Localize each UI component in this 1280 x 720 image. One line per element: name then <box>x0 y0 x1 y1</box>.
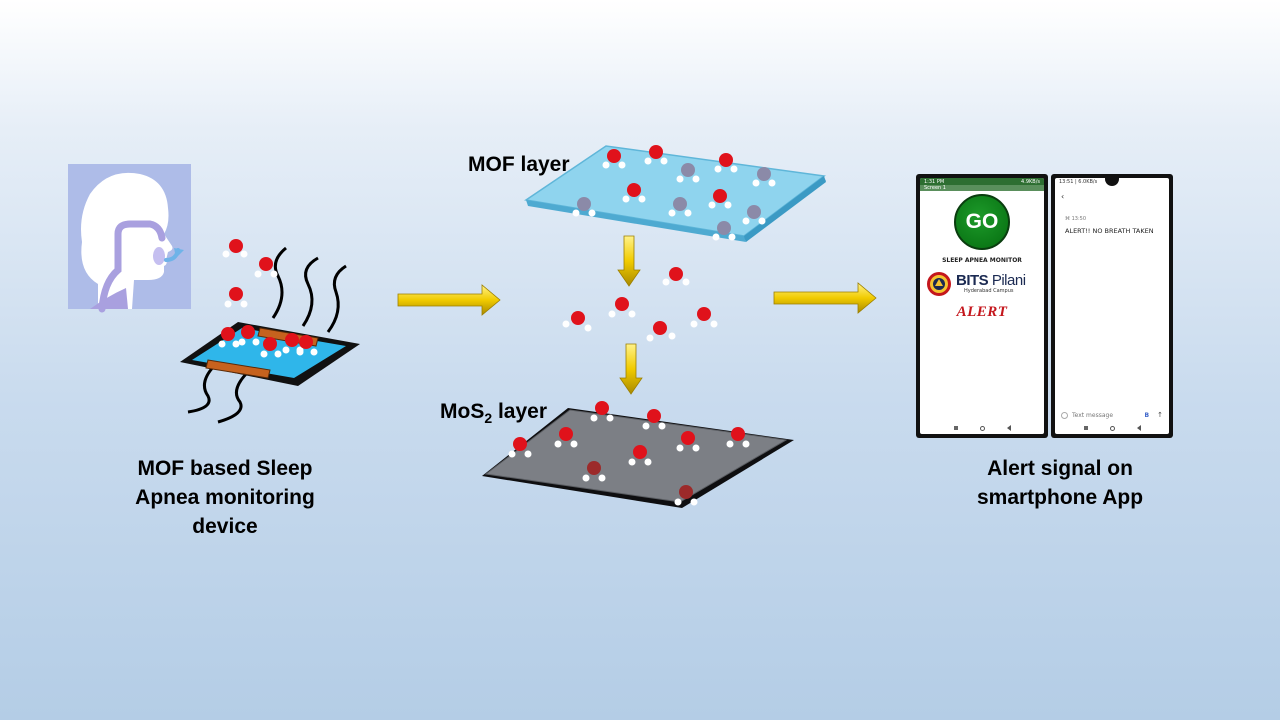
free-water-molecules <box>562 267 718 342</box>
message-time: ⌘ 13:50 <box>1065 216 1086 222</box>
phone-message-screen: 13:51 | 6.0KB/s ‹ ⌘ 13:50 ALERT!! NO BRE… <box>1051 174 1173 438</box>
mof-layer-label: MOF layer <box>468 153 570 176</box>
nav-bar <box>1055 424 1169 432</box>
water-molecule-icon <box>674 485 698 506</box>
water-molecule-icon <box>554 427 578 448</box>
device-caption: MOF based Sleep Apnea monitoring device <box>100 454 350 541</box>
phone-caption-line-1: Alert signal on <box>987 457 1133 480</box>
water-molecule-icon <box>296 335 318 356</box>
device-caption-line-3: device <box>192 515 258 538</box>
mos2-label-subscript: 2 <box>484 410 493 427</box>
water-molecule-icon <box>644 145 668 165</box>
down-arrow-icon <box>617 235 641 287</box>
water-molecule-icon <box>582 461 606 482</box>
recent-apps-icon[interactable] <box>953 426 958 430</box>
status-bar: 1:31 PM 4.9KB/s <box>920 178 1044 185</box>
back-icon[interactable] <box>1006 425 1011 431</box>
app-title-bar: Screen 1 <box>920 185 1044 191</box>
sensor-device <box>180 239 360 424</box>
water-molecule-icon <box>708 189 732 209</box>
device-caption-line-1: MOF based Sleep <box>137 457 313 480</box>
bits-name-light: Pilani <box>988 272 1026 289</box>
right-arrow-icon <box>773 282 877 314</box>
camera-notch <box>1105 178 1119 186</box>
water-molecule-icon <box>676 163 700 183</box>
phone-go-screen: 1:31 PM 4.9KB/s Screen 1 GO SLEEP APNEA … <box>916 174 1048 438</box>
water-molecule-icon <box>602 149 626 169</box>
water-molecule-icon <box>726 427 750 448</box>
water-molecule-icon <box>508 437 532 458</box>
nav-bar <box>920 424 1044 432</box>
water-molecule-icon <box>690 307 718 328</box>
send-button[interactable]: B <box>1144 411 1150 419</box>
water-molecule-icon <box>676 431 700 452</box>
water-molecule-icon <box>628 445 652 466</box>
water-molecule-icon <box>668 197 692 217</box>
status-bar: 13:51 | 6.0KB/s <box>1055 178 1169 185</box>
recent-apps-icon[interactable] <box>1083 426 1088 430</box>
message-input-bar: Text message B ↑ <box>1061 410 1163 420</box>
sleep-apnea-monitor-title: SLEEP APNEA MONITOR <box>942 257 1022 264</box>
water-molecule-icon <box>238 325 260 346</box>
water-molecule-icon <box>642 409 666 430</box>
water-molecule-icon <box>714 153 738 173</box>
water-molecule-icon <box>608 297 636 318</box>
mos2-layer <box>482 401 794 508</box>
mof-layer <box>524 145 826 242</box>
mos2-label-main: MoS <box>440 400 485 423</box>
mos2-label-suffix: layer <box>492 400 548 423</box>
water-molecule-icon <box>218 327 240 348</box>
water-molecule-icon <box>222 239 248 258</box>
water-molecule-icon <box>742 205 766 225</box>
water-molecule-icon <box>590 401 614 422</box>
water-molecule-icon <box>752 167 776 187</box>
go-button[interactable]: GO <box>954 194 1010 250</box>
phone-go-display: 1:31 PM 4.9KB/s Screen 1 GO SLEEP APNEA … <box>920 178 1044 434</box>
home-icon[interactable] <box>979 425 985 431</box>
breathing-profile-icon <box>68 164 191 313</box>
status-time: 1:31 PM <box>924 178 945 185</box>
device-caption-line-2: Apnea monitoring <box>135 486 315 509</box>
water-molecule-icon <box>260 337 282 358</box>
water-molecule-icon <box>622 183 646 203</box>
home-icon[interactable] <box>1109 425 1115 431</box>
status-time: 13:51 | 6.0KB/s <box>1059 178 1098 185</box>
alert-message: ALERT!! NO BREATH TAKEN <box>1065 227 1154 235</box>
up-arrow-icon[interactable]: ↑ <box>1157 411 1163 419</box>
water-molecule-icon <box>224 287 248 308</box>
water-molecule-icon <box>572 197 596 217</box>
water-molecule-icon <box>254 257 278 278</box>
bits-name-bold: BITS <box>956 272 989 289</box>
alert-text: ALERT <box>956 304 1008 320</box>
water-molecule-icon <box>712 221 736 241</box>
back-icon[interactable] <box>1136 425 1141 431</box>
mos2-layer-label: MoS2 layer <box>440 400 547 426</box>
message-input[interactable]: Text message <box>1072 411 1114 419</box>
water-molecule-icon <box>662 267 690 286</box>
phone-message-display: 13:51 | 6.0KB/s ‹ ⌘ 13:50 ALERT!! NO BRE… <box>1055 178 1169 434</box>
bits-pilani-name: BITS Pilani <box>956 272 1026 289</box>
water-molecule-icon <box>646 321 676 342</box>
water-molecule-icon <box>562 311 592 332</box>
right-arrow-icon <box>397 284 501 316</box>
bits-campus: Hyderabad Campus <box>964 288 1014 294</box>
status-network: 4.9KB/s <box>1021 178 1040 185</box>
bits-logo-icon <box>927 272 951 296</box>
down-arrow-icon <box>619 343 643 395</box>
phone-caption: Alert signal on smartphone App <box>940 454 1180 512</box>
emoji-icon[interactable] <box>1061 411 1068 419</box>
phone-caption-line-2: smartphone App <box>976 486 1144 509</box>
back-arrow-icon[interactable]: ‹ <box>1061 192 1065 201</box>
